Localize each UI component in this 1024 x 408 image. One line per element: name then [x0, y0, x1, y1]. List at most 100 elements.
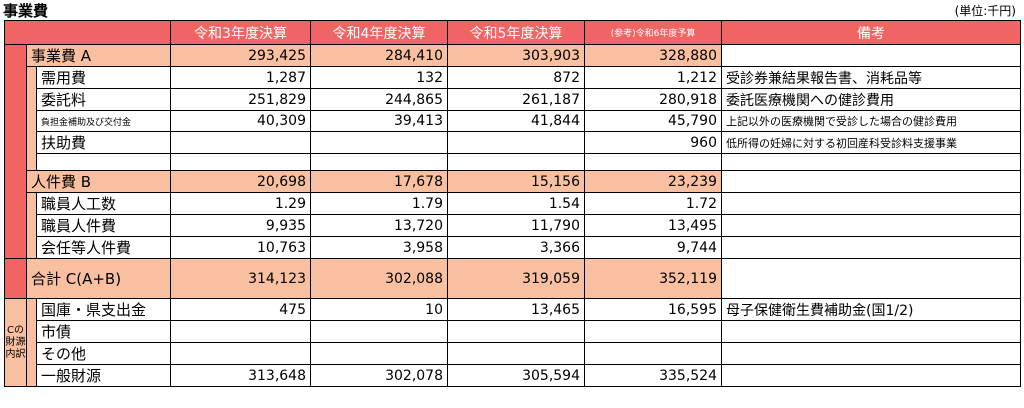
left-bar: [4, 258, 27, 299]
note: 母子保健衛生費補助金(国1/2): [721, 298, 1021, 321]
cell: 328,880: [584, 44, 722, 67]
row-aid: 扶助費 960 低所得の妊婦に対する初回産科受診料支援事業: [5, 131, 1021, 154]
note: [721, 342, 1021, 365]
row-business: 事業費 A 293,425 284,410 303,903 328,880: [4, 44, 1021, 237]
row-label: 扶助費: [36, 131, 171, 154]
cell: [310, 131, 448, 154]
cell: 13,495: [584, 214, 722, 237]
cell: [170, 320, 311, 343]
row-bond: 市債: [5, 320, 1021, 343]
note: 受診券兼結果報告書、消耗品等: [721, 66, 1021, 89]
cell: 20,698: [170, 170, 311, 193]
header-notes: 備考: [721, 20, 1021, 45]
row-label: 職員人件費: [36, 214, 171, 237]
cell: 41,844: [447, 110, 585, 132]
row-label: 需用費: [36, 66, 171, 89]
cell: 303,903: [447, 44, 585, 67]
cell: [170, 342, 311, 365]
note: [721, 214, 1021, 237]
cell: 352,119: [584, 258, 722, 299]
note: [721, 170, 1021, 193]
header-blank: [4, 20, 171, 45]
cell: 1.29: [170, 192, 311, 215]
cell: 314,123: [170, 258, 311, 299]
row-national: Cの財源内訳 国庫・県支出金 475 10 13,465 16,595 母子保健…: [4, 298, 1021, 387]
cell: [310, 320, 448, 343]
cell: [447, 131, 585, 154]
blank-cell: [584, 153, 722, 171]
note: 低所得の妊婦に対する初回産科受診料支援事業: [721, 131, 1021, 154]
blank-cell: [447, 153, 585, 171]
cell: 280,918: [584, 88, 722, 111]
cell: 39,413: [310, 110, 448, 132]
row-label: 負担金補助及び交付金: [36, 110, 171, 132]
budget-table: 令和3年度決算 令和4年度決算 令和5年度決算 (参考)令和6年度予算 備考 事…: [4, 20, 1021, 387]
unit-label: (単位:千円): [954, 4, 1016, 18]
cell: 872: [447, 66, 585, 89]
row-commission: 委託料 251,829 244,865 261,187 280,918 委託医療…: [5, 88, 1021, 111]
cell: [170, 131, 311, 154]
cell: 313,648: [170, 364, 311, 387]
cell: 305,594: [447, 364, 585, 387]
cell: [584, 320, 722, 343]
cell: 15,156: [447, 170, 585, 193]
cell: 13,720: [310, 214, 448, 237]
note: [721, 192, 1021, 215]
cell: [447, 320, 585, 343]
cell: 9,744: [584, 236, 722, 259]
cell: 302,088: [310, 258, 448, 299]
cell: 10,763: [170, 236, 311, 259]
cell: 475: [170, 298, 311, 321]
note: [721, 236, 1021, 259]
cell: 40,309: [170, 110, 311, 132]
header-row: 令和3年度決算 令和4年度決算 令和5年度決算 (参考)令和6年度予算 備考: [4, 20, 1021, 45]
cell: 9,935: [170, 214, 311, 237]
note: [721, 320, 1021, 343]
funding-breakdown-label: Cの財源内訳: [4, 298, 27, 387]
row-demand: 需用費 1,287 132 872 1,212 受診券兼結果報告書、消耗品等: [5, 66, 1021, 171]
row-subsidy: 負担金補助及び交付金 40,309 39,413 41,844 45,790 上…: [5, 110, 1021, 132]
cell: 1.72: [584, 192, 722, 215]
indent-bar: [26, 298, 37, 387]
cell: 335,524: [584, 364, 722, 387]
row-blank: [5, 153, 1021, 171]
row-label: 会任等人件費: [36, 236, 171, 259]
header-r5: 令和5年度決算: [447, 20, 585, 45]
cell: 319,059: [447, 258, 585, 299]
cell: 16,595: [584, 298, 722, 321]
page-title: 事業費: [3, 2, 49, 20]
cell: 1,287: [170, 66, 311, 89]
cell: 10: [310, 298, 448, 321]
cell: 251,829: [170, 88, 311, 111]
blank-cell: [36, 153, 171, 171]
row-general: 一般財源 313,648 302,078 305,594 335,524: [5, 364, 1021, 387]
cell: 293,425: [170, 44, 311, 67]
left-bar: [4, 236, 27, 259]
cell: [310, 342, 448, 365]
cell: 3,366: [447, 236, 585, 259]
row-appointed-cost: 会任等人件費 10,763 3,958 3,366 9,744: [4, 236, 1021, 259]
row-label: 一般財源: [36, 364, 171, 387]
note: 委託医療機関への健診費用: [721, 88, 1021, 111]
cell: 23,239: [584, 170, 722, 193]
cell: 132: [310, 66, 448, 89]
row-label: 合計 C(A+B): [26, 258, 171, 299]
row-other: その他: [5, 342, 1021, 365]
note: 上記以外の医療機関で受診した場合の健診費用: [721, 110, 1021, 132]
row-label: 市債: [36, 320, 171, 343]
cell: 17,678: [310, 170, 448, 193]
header-r3: 令和3年度決算: [170, 20, 311, 45]
cell: 1.79: [310, 192, 448, 215]
cell: 13,465: [447, 298, 585, 321]
cell: 11,790: [447, 214, 585, 237]
indent-bar: [26, 192, 37, 259]
note: [721, 364, 1021, 387]
blank-cell: [721, 153, 1021, 171]
cell: 960: [584, 131, 722, 154]
row-total: 合計 C(A+B) 314,123 302,088 319,059 352,11…: [4, 258, 1021, 299]
note: [721, 44, 1021, 67]
indent-bar: [26, 66, 37, 171]
cell: [584, 342, 722, 365]
cell: 1,212: [584, 66, 722, 89]
row-label: 人件費 B: [26, 170, 171, 193]
